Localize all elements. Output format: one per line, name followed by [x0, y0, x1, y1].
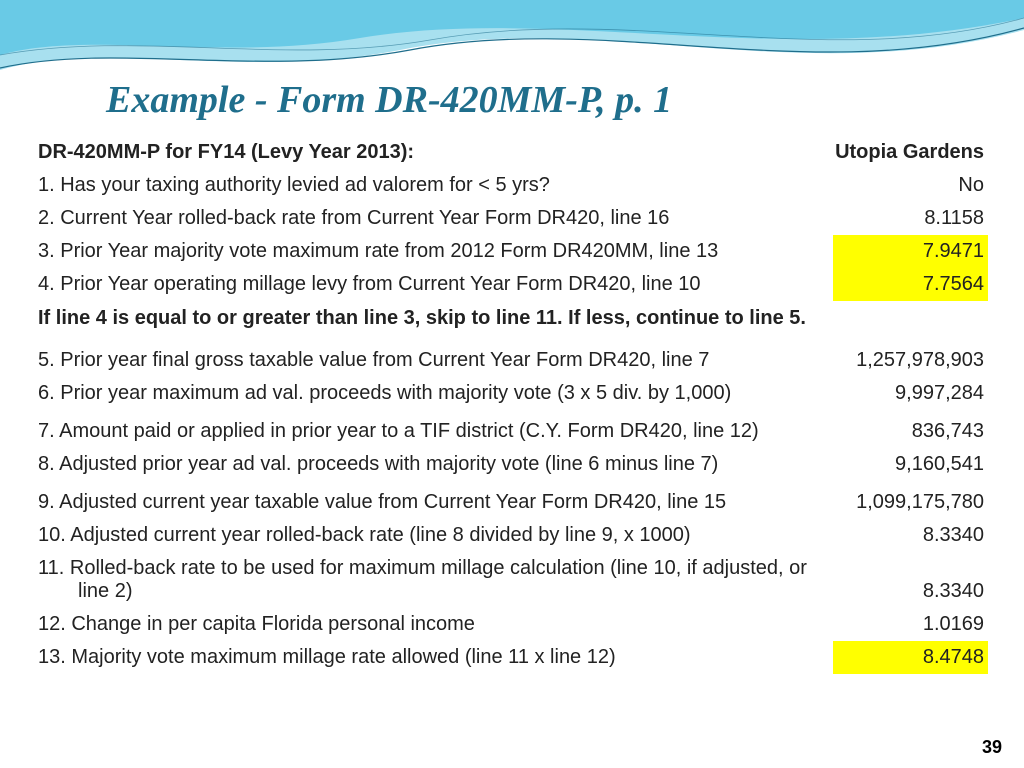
- line-value: 8.1158: [833, 202, 988, 235]
- form-header-left: DR-420MM-P for FY14 (Levy Year 2013):: [36, 136, 833, 169]
- form-header-row: DR-420MM-P for FY14 (Levy Year 2013): Ut…: [36, 136, 988, 169]
- line-row: 8. Adjusted prior year ad val. proceeds …: [36, 448, 988, 481]
- line-label: 3. Prior Year majority vote maximum rate…: [36, 235, 833, 268]
- line-value: 1,099,175,780: [833, 481, 988, 519]
- line-row: 5. Prior year final gross taxable value …: [36, 344, 988, 377]
- line-value: 8.3340: [833, 519, 988, 552]
- form-header-right: Utopia Gardens: [833, 136, 988, 169]
- line-value: 9,160,541: [833, 448, 988, 481]
- line-label: 6. Prior year maximum ad val. proceeds w…: [36, 377, 833, 410]
- line-row: 3. Prior Year majority vote maximum rate…: [36, 235, 988, 268]
- line-label: 5. Prior year final gross taxable value …: [36, 344, 833, 377]
- line-value: 836,743: [833, 410, 988, 448]
- line-value: 1,257,978,903: [833, 344, 988, 377]
- line-label: 13. Majority vote maximum millage rate a…: [36, 641, 833, 674]
- line-row: 10. Adjusted current year rolled-back ra…: [36, 519, 988, 552]
- line-row: 1. Has your taxing authority levied ad v…: [36, 169, 988, 202]
- line-label: 1. Has your taxing authority levied ad v…: [36, 169, 833, 202]
- line-label: 9. Adjusted current year taxable value f…: [36, 481, 833, 519]
- line-row: 9. Adjusted current year taxable value f…: [36, 481, 988, 519]
- line-row: 13. Majority vote maximum millage rate a…: [36, 641, 988, 674]
- line-label: 2. Current Year rolled-back rate from Cu…: [36, 202, 833, 235]
- line-label: 10. Adjusted current year rolled-back ra…: [36, 519, 833, 552]
- line-row: 4. Prior Year operating millage levy fro…: [36, 268, 988, 301]
- line-label: 11. Rolled-back rate to be used for maxi…: [36, 552, 833, 608]
- line-value: 8.3340: [833, 552, 988, 608]
- line-label: 7. Amount paid or applied in prior year …: [36, 410, 833, 448]
- line-value: No: [833, 169, 988, 202]
- line-row: 12. Change in per capita Florida persona…: [36, 608, 988, 641]
- line-label: 12. Change in per capita Florida persona…: [36, 608, 833, 641]
- line-value: 1.0169: [833, 608, 988, 641]
- line-row: 2. Current Year rolled-back rate from Cu…: [36, 202, 988, 235]
- line-value: 7.9471: [833, 235, 988, 268]
- instruction-row: If line 4 is equal to or greater than li…: [36, 301, 988, 344]
- form-table: DR-420MM-P for FY14 (Levy Year 2013): Ut…: [36, 136, 988, 674]
- page-number: 39: [982, 737, 1002, 758]
- slide-title: Example - Form DR-420MM-P, p. 1: [106, 78, 988, 122]
- line-row: 6. Prior year maximum ad val. proceeds w…: [36, 377, 988, 410]
- line-value: 9,997,284: [833, 377, 988, 410]
- line-value: 7.7564: [833, 268, 988, 301]
- line-row: 11. Rolled-back rate to be used for maxi…: [36, 552, 988, 608]
- line-row: 7. Amount paid or applied in prior year …: [36, 410, 988, 448]
- line-label: 4. Prior Year operating millage levy fro…: [36, 268, 833, 301]
- line-label: 8. Adjusted prior year ad val. proceeds …: [36, 448, 833, 481]
- line-value: 8.4748: [833, 641, 988, 674]
- instruction-text: If line 4 is equal to or greater than li…: [36, 301, 988, 344]
